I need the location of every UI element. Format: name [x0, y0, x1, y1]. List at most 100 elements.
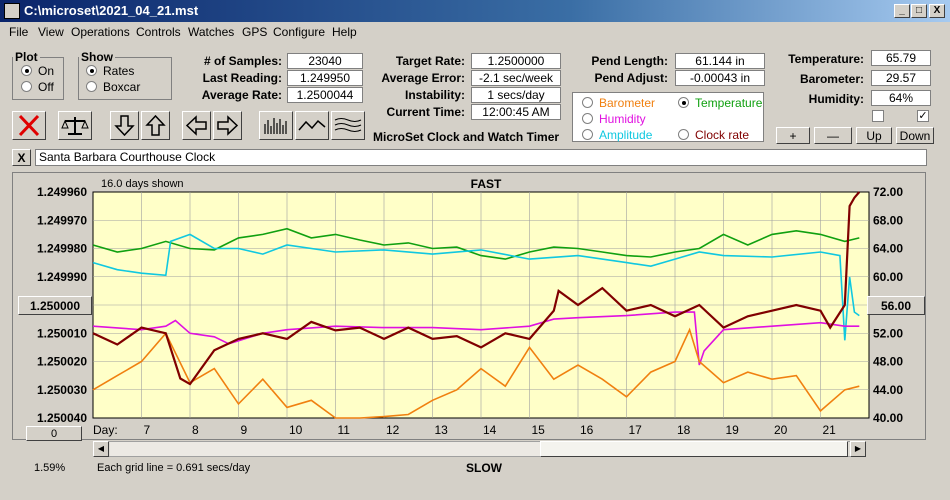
center-right-button[interactable]: 56.00	[867, 296, 925, 315]
maximize-button[interactable]: □	[911, 4, 927, 18]
menu-operations[interactable]: Operations	[71, 25, 130, 39]
scroll-left-icon[interactable]: ◀	[93, 441, 109, 457]
current-time-label: Current Time:	[386, 105, 465, 119]
checkbox-2[interactable]: ✓	[917, 110, 929, 122]
menu-view[interactable]: View	[38, 25, 64, 39]
left-tick-label: 1.250020	[37, 355, 87, 369]
window-title: C:\microset\2021_04_21.mst	[24, 3, 199, 18]
arrow-down-icon	[114, 115, 135, 137]
scroll-value-button[interactable]: 0	[26, 426, 82, 441]
instability-label: Instability:	[404, 88, 465, 102]
x-tick-label: 7	[144, 423, 151, 437]
aux-temperature-radio[interactable]: Temperature	[678, 96, 762, 110]
average-error-label: Average Error:	[381, 71, 465, 85]
clock-name-field[interactable]: Santa Barbara Courthouse Clock	[35, 149, 927, 166]
average-rate-value: 1.2500044	[287, 87, 363, 103]
menu-watches[interactable]: Watches	[188, 25, 235, 39]
aux-amplitude-radio[interactable]: Amplitude	[582, 128, 652, 142]
radio-dot-icon	[582, 129, 593, 140]
samples-label: # of Samples:	[203, 54, 282, 68]
radio-dot-icon	[582, 113, 593, 124]
plot-on-label: On	[38, 64, 55, 78]
x-tick-label: 17	[629, 423, 643, 437]
aux-clockrate-label: Clock rate	[695, 128, 750, 142]
right-tick-label: 68.00	[873, 213, 903, 227]
center-left-button[interactable]: 1.250000	[18, 296, 92, 315]
series-line-clock-rate	[92, 191, 861, 386]
arrow-up-icon	[145, 114, 166, 136]
multi-line-button[interactable]	[331, 111, 365, 140]
current-time-value: 12:00:45 AM	[471, 104, 561, 120]
menu-file[interactable]: File	[9, 25, 29, 39]
aux-clockrate-radio[interactable]: Clock rate	[678, 128, 749, 142]
temperature-value: 65.79	[871, 50, 931, 66]
clear-button[interactable]	[12, 111, 46, 140]
pend-adjust-label: Pend Adjust:	[594, 71, 668, 85]
x-tick-label: 10	[289, 423, 303, 437]
fast-label: FAST	[471, 177, 502, 191]
menu-help[interactable]: Help	[332, 25, 357, 39]
arrow-left-button[interactable]	[182, 111, 211, 140]
left-tick-label: 1.250040	[37, 411, 87, 425]
down-button[interactable]: Down	[896, 127, 934, 144]
x-tick-label: 21	[823, 423, 837, 437]
plot-off-label: Off	[38, 80, 54, 94]
arrow-down-button[interactable]	[110, 111, 139, 140]
temperature-label: Temperature:	[788, 52, 864, 66]
arrow-left-icon	[185, 115, 207, 136]
clock-close-button[interactable]: X	[12, 149, 31, 166]
aux-barometer-radio[interactable]: Barometer	[582, 96, 655, 110]
arrow-right-button[interactable]	[213, 111, 242, 140]
x-tick-label: 14	[483, 423, 497, 437]
checkbox-1[interactable]	[872, 110, 884, 122]
show-boxcar-radio[interactable]: Boxcar	[86, 80, 140, 94]
menu-configure[interactable]: Configure	[273, 25, 326, 39]
arrow-up-button[interactable]	[141, 111, 170, 140]
x-tick-label: 11	[338, 423, 351, 437]
close-button[interactable]: X	[929, 4, 945, 18]
right-tick-label: 44.00	[873, 383, 903, 397]
days-shown-label: 16.0 days shown	[101, 178, 184, 190]
barometer-value: 29.57	[871, 70, 931, 86]
up-button[interactable]: Up	[856, 127, 892, 144]
left-tick-label: 1.249960	[37, 185, 87, 199]
show-rates-label: Rates	[103, 64, 135, 78]
minimize-button[interactable]: _	[894, 4, 910, 18]
arrow-right-icon	[217, 115, 239, 136]
plus-button[interactable]: +	[776, 127, 810, 144]
aux-humidity-radio[interactable]: Humidity	[582, 112, 646, 126]
show-group-label: Show	[81, 50, 113, 64]
aux-humidity-label: Humidity	[599, 112, 646, 126]
plot-group-label: Plot	[15, 50, 38, 64]
samples-value: 23040	[287, 53, 363, 69]
bar-graph-button[interactable]	[259, 111, 293, 140]
scroll-track[interactable]	[110, 442, 540, 456]
series-line-barometer	[92, 327, 860, 419]
pend-length-value: 61.144 in	[675, 53, 765, 69]
grid-note: Each grid line = 0.691 secs/day	[97, 462, 251, 474]
last-reading-label: Last Reading:	[202, 71, 282, 85]
balance-button[interactable]	[58, 111, 92, 140]
last-reading-value: 1.249950	[287, 70, 363, 86]
plot-on-radio[interactable]: On	[21, 64, 54, 78]
radio-dot-icon	[86, 65, 97, 76]
x-tick-label: 19	[726, 423, 740, 437]
rate-chart: 1.249960 72.00 1.249970 68.00 1.249980 64.00 1…	[37, 177, 903, 437]
percent-label: 1.59%	[34, 462, 66, 474]
plot-off-radio[interactable]: Off	[21, 80, 54, 94]
radio-dot-icon	[21, 81, 32, 92]
x-tick-label: 18	[677, 423, 691, 437]
show-rates-radio[interactable]: Rates	[86, 64, 134, 78]
scroll-thumb[interactable]	[540, 441, 848, 457]
x-tick-label: 16	[580, 423, 594, 437]
menu-bar: File View Operations Controls Watches GP…	[0, 22, 950, 42]
right-tick-label: 72.00	[873, 185, 903, 199]
humidity-value: 64%	[871, 90, 931, 106]
average-error-value: -2.1 sec/week	[471, 70, 561, 86]
line-graph-icon	[298, 119, 326, 131]
minus-button[interactable]: —	[814, 127, 852, 144]
scroll-right-icon[interactable]: ▶	[850, 441, 866, 457]
menu-gps[interactable]: GPS	[242, 25, 268, 39]
line-graph-button[interactable]	[295, 111, 329, 140]
menu-controls[interactable]: Controls	[136, 25, 181, 39]
